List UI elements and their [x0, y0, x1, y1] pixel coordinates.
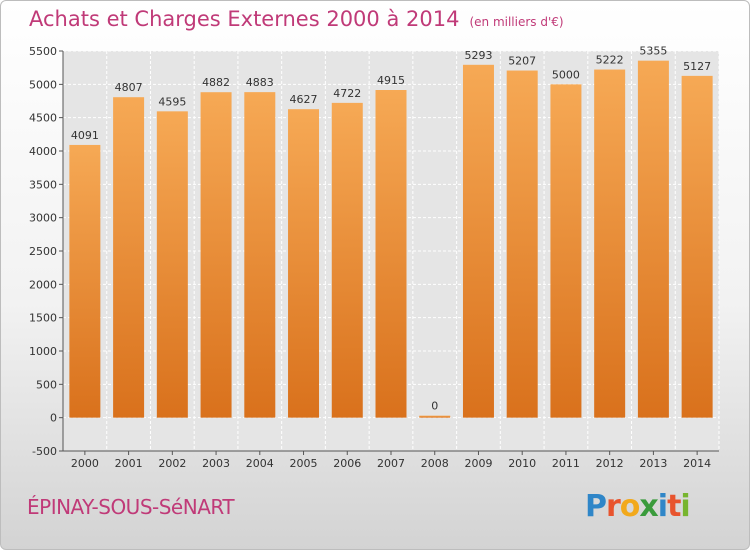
x-tick-label-2012: 2012: [596, 457, 624, 470]
data-label-2010: 5207: [508, 55, 536, 68]
logo-letter: r: [606, 489, 621, 524]
bar-2011: [550, 84, 582, 418]
proxiti-logo: Proxiti: [585, 489, 691, 524]
x-tick-label-2010: 2010: [508, 457, 536, 470]
logo-letter: x: [639, 489, 658, 524]
x-tick-label-2013: 2013: [639, 457, 667, 470]
data-label-2001: 4807: [115, 81, 143, 94]
data-label-2007: 4915: [377, 74, 405, 87]
logo-letter: i: [680, 489, 690, 524]
bar-2014: [681, 75, 713, 418]
y-tick-label: 4500: [29, 112, 57, 125]
data-label-2002: 4595: [158, 95, 186, 108]
y-tick-label: 4000: [29, 145, 57, 158]
bar-2005: [288, 109, 320, 418]
bar-2003: [200, 92, 232, 418]
y-tick-label: 2500: [29, 245, 57, 258]
bar-2000: [69, 144, 101, 418]
chart-title: Achats et Charges Externes 2000 à 2014: [29, 7, 460, 31]
y-tick-label: -500: [32, 445, 57, 458]
x-tick-label-2007: 2007: [377, 457, 405, 470]
data-label-2006: 4722: [333, 87, 361, 100]
data-label-2003: 4882: [202, 76, 230, 89]
data-label-2000: 4091: [71, 129, 99, 142]
y-tick-label: 3500: [29, 178, 57, 191]
x-tick-label-2011: 2011: [552, 457, 580, 470]
x-tick-label-2004: 2004: [246, 457, 274, 470]
bar-2012: [594, 69, 626, 418]
chart-unit: (en milliers d'€): [469, 15, 564, 29]
x-tick-label-2000: 2000: [71, 457, 99, 470]
data-label-2009: 5293: [464, 49, 492, 62]
data-label-2008: 0: [431, 400, 438, 413]
x-tick-label-2001: 2001: [115, 457, 143, 470]
bar-2001: [113, 97, 145, 418]
y-tick-label: 5500: [29, 45, 57, 58]
data-label-2011: 5000: [552, 68, 580, 81]
x-tick-label-2003: 2003: [202, 457, 230, 470]
x-tick-label-2008: 2008: [421, 457, 449, 470]
logo-letter: i: [657, 489, 668, 524]
x-tick-label-2002: 2002: [158, 457, 186, 470]
data-label-2014: 5127: [683, 60, 711, 73]
y-tick-label: 1000: [29, 345, 57, 358]
y-tick-label: 3000: [29, 212, 57, 225]
x-tick-label-2009: 2009: [464, 457, 492, 470]
x-tick-label-2005: 2005: [290, 457, 318, 470]
bar-2002: [156, 111, 188, 418]
bar-2006: [331, 102, 363, 418]
x-tick-label-2014: 2014: [683, 457, 711, 470]
logo-letter: t: [667, 489, 681, 524]
data-label-2012: 5222: [596, 54, 624, 67]
data-label-2013: 5355: [639, 45, 667, 58]
y-tick-label: 2000: [29, 278, 57, 291]
y-tick-label: 1500: [29, 312, 57, 325]
logo-letter: P: [585, 489, 607, 524]
data-label-2004: 4883: [246, 76, 274, 89]
bar-2013: [637, 60, 669, 418]
logo-letter: o: [619, 489, 641, 524]
city-name: ÉPINAY-SOUS-SéNART: [27, 495, 235, 519]
bar-2007: [375, 90, 407, 418]
y-tick-label: 500: [36, 378, 57, 391]
bar-2004: [244, 92, 276, 418]
y-tick-label: 5000: [29, 78, 57, 91]
bar-2010: [506, 70, 538, 418]
x-tick-label-2006: 2006: [333, 457, 361, 470]
bar-2008: [419, 415, 451, 418]
y-tick-label: 0: [50, 412, 57, 425]
chart-title-block: Achats et Charges Externes 2000 à 2014 (e…: [29, 7, 564, 31]
data-label-2005: 4627: [290, 93, 318, 106]
bar-2009: [462, 64, 494, 418]
